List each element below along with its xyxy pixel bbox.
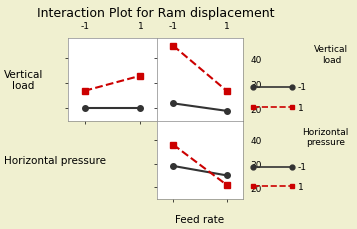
- Text: 1: 1: [298, 103, 303, 112]
- Text: Interaction Plot for Ram displacement: Interaction Plot for Ram displacement: [36, 7, 274, 20]
- Text: -1: -1: [298, 83, 307, 92]
- Text: Horizontal pressure: Horizontal pressure: [4, 155, 106, 165]
- Text: Horizontal
pressure: Horizontal pressure: [302, 127, 348, 147]
- Text: -1: -1: [298, 163, 307, 172]
- Text: Feed rate: Feed rate: [175, 215, 225, 224]
- Text: 1: 1: [298, 182, 303, 191]
- Text: Vertical
load: Vertical load: [315, 45, 348, 64]
- Text: Vertical
load: Vertical load: [4, 69, 43, 91]
